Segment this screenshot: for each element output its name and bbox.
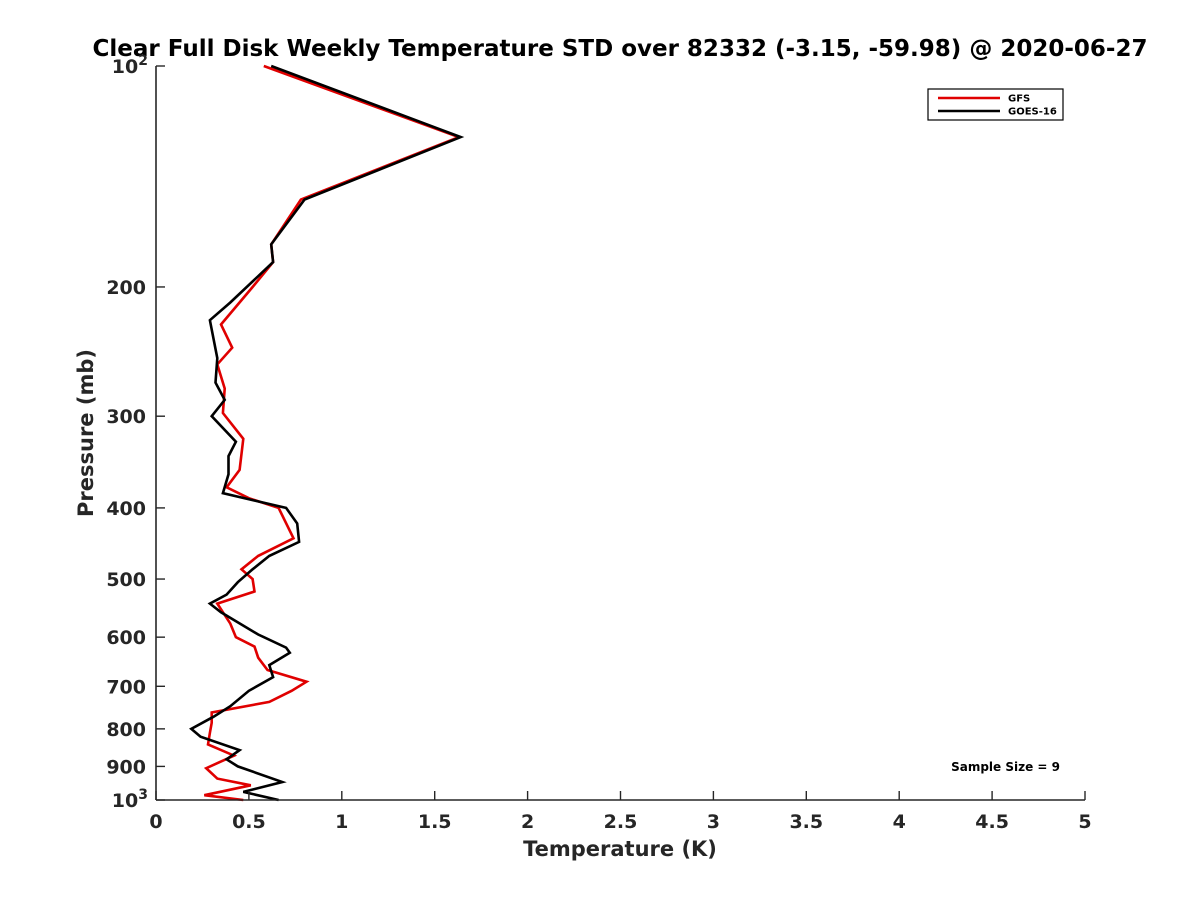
y-tick-label: 102 [112, 53, 148, 78]
y-tick-label: 200 [106, 277, 146, 299]
y-tick-label: 400 [106, 498, 146, 520]
y-tick-label-exponent: 2 [138, 53, 148, 69]
x-tick-label: 2 [521, 811, 534, 833]
x-tick-label: 3.5 [789, 811, 823, 833]
y-tick-label-exponent: 3 [138, 787, 148, 803]
series-lines [189, 64, 465, 802]
y-tick-label: 500 [106, 569, 146, 591]
x-axis-ticks: 0 0.5 1 1.5 2 2.5 3 3.5 4 4.5 5 [149, 791, 1092, 833]
x-tick-label: 2.5 [604, 811, 638, 833]
x-tick-label: 4.5 [975, 811, 1009, 833]
y-tick-label: 103 [112, 787, 148, 812]
legend-box [927, 88, 1064, 121]
legend-label-gfs: GFS [1008, 94, 1030, 105]
y-tick-label-base: 10 [112, 56, 138, 78]
y-tick-label: 900 [106, 756, 146, 778]
x-tick-label: 5 [1078, 811, 1091, 833]
y-tick-label: 300 [106, 406, 146, 428]
series-line-goes-16 [189, 64, 465, 802]
x-axis-label: Temperature (K) [523, 837, 717, 861]
series-line-gfs [203, 64, 463, 802]
x-tick-label: 0.5 [232, 811, 266, 833]
x-tick-label: 1.5 [418, 811, 452, 833]
x-tick-label: 4 [893, 811, 906, 833]
legend-label-goes16: GOES-16 [1008, 107, 1057, 118]
legend: GFS GOES-16 [927, 88, 1064, 121]
x-tick-label: 3 [707, 811, 720, 833]
y-tick-label: 700 [106, 676, 146, 698]
y-axis-label: Pressure (mb) [74, 349, 98, 517]
x-tick-label: 0 [149, 811, 162, 833]
sample-size-annotation: Sample Size = 9 [951, 760, 1060, 774]
y-tick-label-base: 10 [112, 790, 138, 812]
y-tick-label: 800 [106, 719, 146, 741]
x-tick-label: 1 [335, 811, 348, 833]
y-tick-label: 600 [106, 627, 146, 649]
chart-title: Clear Full Disk Weekly Temperature STD o… [93, 36, 1148, 62]
